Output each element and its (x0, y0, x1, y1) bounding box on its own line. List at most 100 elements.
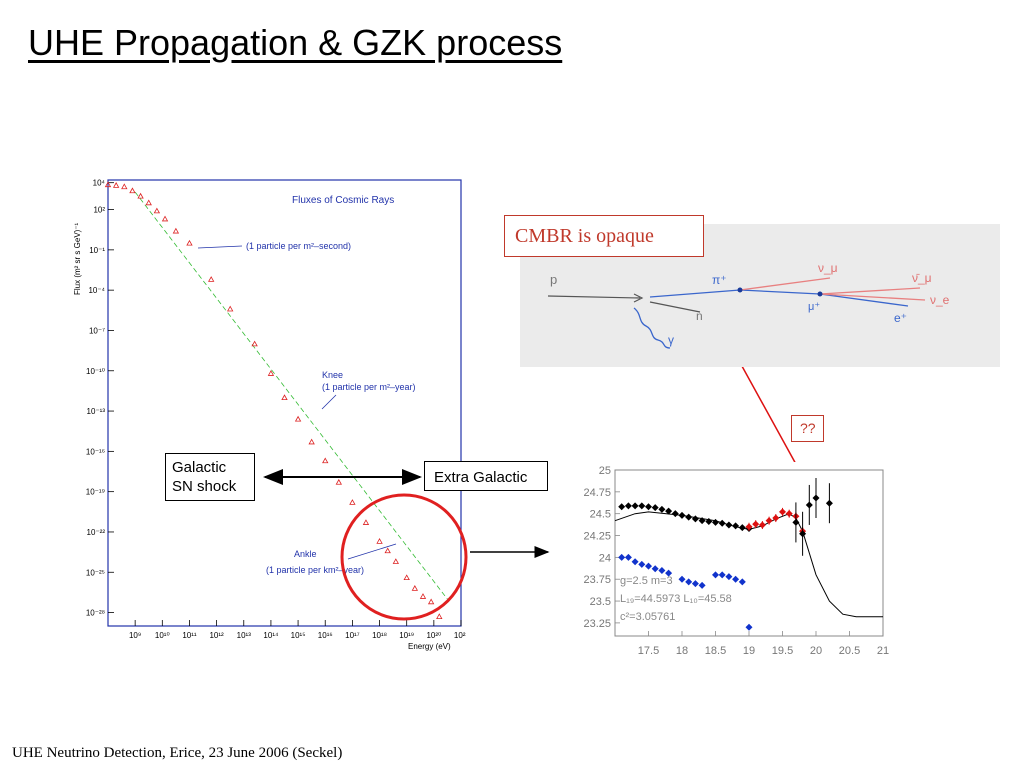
gzk-y-tick-label: 23.75 (583, 574, 611, 586)
gzk-data-point (618, 503, 626, 511)
flux-data-point (322, 457, 329, 464)
galactic-sn-shock-label: Galactic SN shock (165, 453, 255, 501)
gzk-data-point (779, 508, 786, 516)
gzk-data-point (624, 553, 632, 561)
gzk-data-point (732, 522, 740, 530)
flux-x-tick-label: 10¹⁶ (318, 631, 333, 640)
flux-data-point (308, 438, 315, 445)
flux-y-tick-label: 10⁻¹⁰ (86, 367, 105, 376)
flux-data-point (267, 370, 275, 376)
gzk-data-point (825, 499, 833, 507)
gzk-data-point (725, 521, 733, 529)
flux-annotation-knee-arrow (321, 394, 337, 410)
gzk-data-point (725, 573, 733, 581)
gzk-data-point (799, 530, 807, 538)
question-label: ?? (791, 415, 824, 442)
gzk-data-points (618, 477, 833, 631)
flux-x-tick-label: 10¹⁸ (372, 631, 387, 640)
gzk-annotation-luminosity: L₁₉=44.5973 L₁₀=45.58 (620, 593, 732, 605)
gzk-data-point (665, 507, 673, 515)
flux-y-tick-label: 10⁻²⁵ (86, 568, 105, 577)
flux-data-point (227, 305, 234, 312)
gzk-data-point (631, 502, 639, 510)
gzk-x-ticks: 17.5 18 18.5 19 19.5 20 20.5 21 (638, 631, 889, 657)
extra-galactic-label: Extra Galactic (424, 461, 548, 491)
gzk-data-point (805, 501, 813, 509)
gzk-y-tick-label: 23.25 (583, 618, 611, 630)
galactic-label-line1: Galactic (172, 459, 227, 476)
label-positron: e⁺ (894, 311, 907, 325)
gzk-data-point (685, 578, 693, 586)
gzk-data-point (658, 505, 666, 513)
gzk-y-ticks: 25 24.75 24.5 24.25 24 23.75 23.5 23.25 (583, 465, 620, 630)
gzk-y-tick-label: 24 (599, 552, 611, 564)
flux-data-point (186, 239, 193, 246)
flux-y-tick-label: 10⁻¹³ (87, 407, 106, 416)
flux-y-tick-label: 10⁻²⁸ (86, 609, 105, 618)
gzk-data-point (712, 571, 719, 579)
gzk-data-point (658, 566, 666, 574)
gzk-data-point (691, 580, 699, 588)
gzk-data-point (785, 510, 793, 518)
label-neutron: n (696, 309, 703, 323)
gzk-data-point (698, 581, 706, 589)
flux-x-tick-label: 10¹¹ (182, 631, 197, 640)
flux-x-tick-label: 10¹⁵ (291, 631, 306, 640)
gzk-plot-frame (614, 469, 884, 637)
gzk-data-point (758, 521, 766, 529)
gzk-x-tick-label: 18.5 (705, 645, 726, 657)
gzk-data-point (772, 514, 780, 522)
gzk-data-point (812, 494, 820, 502)
gzk-data-point (651, 565, 659, 573)
flux-annotation-knee-text: (1 particle per m²–year) (322, 382, 416, 392)
label-gamma: γ (668, 333, 674, 347)
flux-y-tick-label: 10⁻²² (87, 528, 106, 537)
flux-data-point (137, 192, 144, 199)
gzk-data-point (738, 524, 746, 532)
flux-y-axis-label: Flux (m² sr s GeV)⁻¹ (73, 222, 82, 295)
flux-y-tick-label: 10⁻⁷ (89, 326, 105, 335)
flux-y-tick-label: 10⁻¹⁶ (86, 447, 105, 456)
flux-data-point (145, 199, 152, 206)
gzk-data-point (618, 553, 626, 561)
flux-y-ticks: 10⁴ 10² 10⁻¹ 10⁻⁴ 10⁻⁷ 10⁻¹⁰ 10⁻¹³ 10⁻¹⁶ 10⁻¹⁹ 10… (86, 179, 114, 618)
gzk-y-tick-label: 24.75 (583, 487, 611, 499)
gzk-data-point (738, 578, 746, 586)
flux-x-tick-label: 10¹⁰ (155, 631, 170, 640)
flux-annotation-top: (1 particle per m²–second) (246, 241, 351, 251)
gzk-data-point (752, 520, 760, 528)
label-nu-e: ν_e (930, 293, 950, 307)
flux-data-point (294, 415, 302, 422)
gzk-data-point (638, 502, 646, 510)
gzk-x-tick-label: 17.5 (638, 645, 659, 657)
gzk-x-tick-label: 21 (877, 645, 889, 657)
flux-plot-title: Fluxes of Cosmic Rays (292, 195, 394, 206)
slide-footer: UHE Neutrino Detection, Erice, 23 June 2… (12, 745, 343, 761)
flux-annotation-knee-title: Knee (322, 370, 343, 380)
flux-x-tick-label: 10¹³ (237, 631, 252, 640)
flux-x-axis-label: Energy (eV) (408, 642, 451, 651)
cmbr-opaque-label: CMBR is opaque (504, 215, 704, 257)
flux-data-point (208, 276, 215, 282)
flux-data-point (104, 181, 112, 188)
gzk-y-tick-label: 23.5 (590, 596, 611, 608)
gzk-data-point (745, 623, 753, 631)
flux-data-point (129, 187, 136, 194)
flux-y-tick-label: 10⁻¹ (89, 246, 105, 255)
page-title: UHE Propagation & GZK process (28, 22, 563, 63)
galactic-label-line2: SN shock (172, 478, 237, 495)
flux-x-ticks: 10⁹ 10¹⁰ 10¹¹ 10¹² 10¹³ 10¹⁴ 10¹⁵ 10¹⁶ 10¹⁷ 10¹⁸ 1… (129, 620, 466, 640)
flux-annotation-ankle-title: Ankle (294, 549, 317, 559)
gzk-data-point (712, 518, 719, 526)
gzk-x-tick-label: 19.5 (772, 645, 793, 657)
gzk-x-tick-label: 20 (810, 645, 822, 657)
flux-x-tick-label: 10¹² (209, 631, 224, 640)
flux-data-point (161, 215, 169, 222)
flux-data-point (153, 207, 161, 214)
flux-data-point (112, 182, 120, 188)
label-pion: π⁺ (712, 273, 727, 287)
gzk-data-point (631, 558, 639, 566)
gzk-y-tick-label: 25 (599, 465, 611, 477)
gzk-y-tick-label: 24.25 (583, 531, 611, 543)
